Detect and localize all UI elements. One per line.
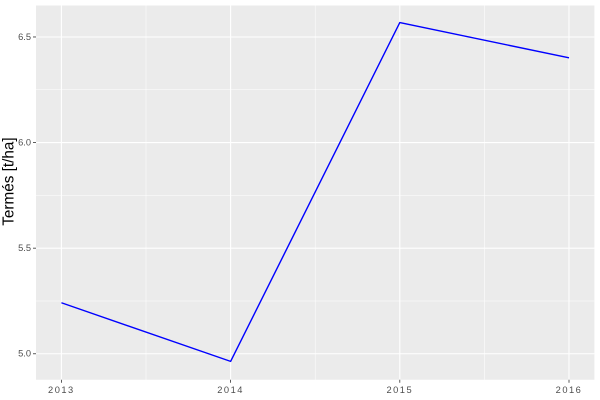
svg-text:Termés [t/ha]: Termés [t/ha]	[1, 137, 18, 225]
svg-text:2013: 2013	[48, 385, 75, 395]
svg-text:2016: 2016	[556, 385, 583, 395]
svg-text:6.5: 6.5	[18, 32, 31, 42]
svg-text:2015: 2015	[386, 385, 413, 395]
svg-text:6.0: 6.0	[18, 138, 31, 148]
svg-text:2014: 2014	[217, 385, 244, 395]
svg-text:5.5: 5.5	[18, 243, 31, 253]
svg-text:5.0: 5.0	[18, 349, 31, 359]
